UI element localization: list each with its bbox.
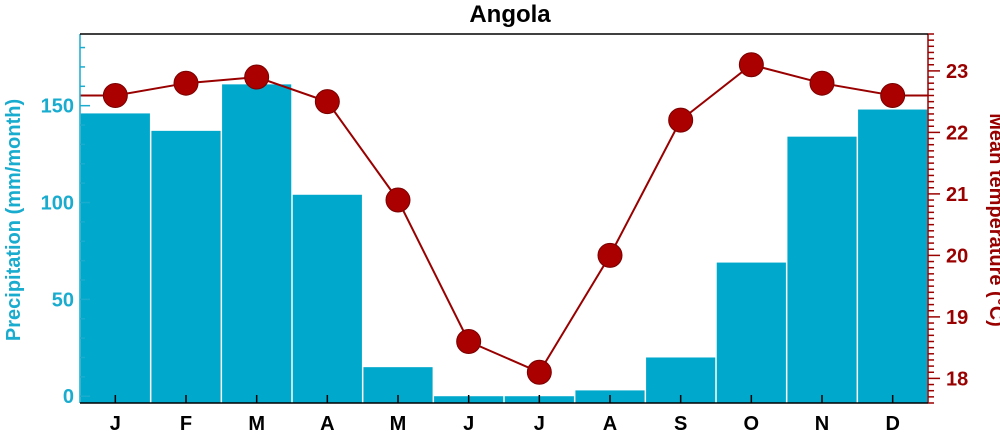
- precipitation-bar: [292, 194, 362, 403]
- chart-title: Angola: [469, 1, 551, 28]
- x-axis-tick-label: J: [534, 413, 545, 434]
- temperature-point: [597, 242, 623, 268]
- x-axis-tick-label: F: [180, 413, 192, 434]
- temperature-point: [738, 52, 764, 78]
- right-axis-label: Mean temperature (°C): [985, 113, 1000, 327]
- x-axis-tick-label: J: [110, 413, 121, 434]
- right-axis-tick-label: 23: [946, 61, 968, 83]
- x-axis-tick-label: J: [463, 413, 474, 434]
- temperature-point: [456, 329, 482, 354]
- left-axis-tick-label: 100: [41, 193, 74, 215]
- precipitation-bar: [151, 130, 221, 403]
- right-axis-tick-label: 21: [946, 184, 968, 206]
- precipitation-bar: [787, 136, 857, 403]
- left-axis-tick-label: 150: [41, 96, 74, 118]
- precipitation-bar: [222, 84, 292, 404]
- temperature-point: [102, 83, 128, 108]
- temperature-point: [668, 107, 694, 133]
- temperature-point: [244, 64, 270, 90]
- temperature-point: [385, 187, 411, 213]
- x-axis-tick-label: M: [390, 413, 407, 434]
- right-axis-tick-label: 22: [946, 122, 968, 144]
- temperature-point: [314, 89, 340, 115]
- precipitation-bars: [80, 84, 928, 404]
- axes: 0 50 100 150 18 19 20 21 22 23 J F M A M J J A S O N D: [41, 33, 968, 435]
- x-axis-tick-label: M: [248, 413, 265, 434]
- left-axis-tick-label: 50: [52, 289, 74, 311]
- precipitation-bar: [716, 262, 786, 403]
- left-axis-label: Precipitation (mm/month): [3, 99, 25, 341]
- x-axis-tick-label: N: [815, 413, 829, 434]
- x-axis-tick-label: D: [885, 413, 899, 434]
- right-axis-tick-label: 20: [946, 245, 968, 267]
- temperature-point: [173, 70, 199, 96]
- temperature-point: [809, 70, 835, 96]
- temperature-point: [526, 359, 552, 385]
- precipitation-bar: [80, 113, 150, 404]
- x-axis-tick-label: A: [603, 413, 617, 434]
- x-axis-tick-label: A: [320, 413, 334, 434]
- temperature-point: [880, 83, 906, 108]
- temperature-line-layer: [80, 52, 928, 385]
- right-axis-tick-label: 18: [946, 368, 968, 390]
- right-axis-tick-label: 19: [946, 307, 968, 329]
- precipitation-bar: [858, 109, 928, 403]
- x-axis-tick-label: S: [674, 413, 687, 434]
- left-axis-tick-label: 0: [63, 386, 74, 408]
- x-axis-tick-label: O: [744, 413, 760, 434]
